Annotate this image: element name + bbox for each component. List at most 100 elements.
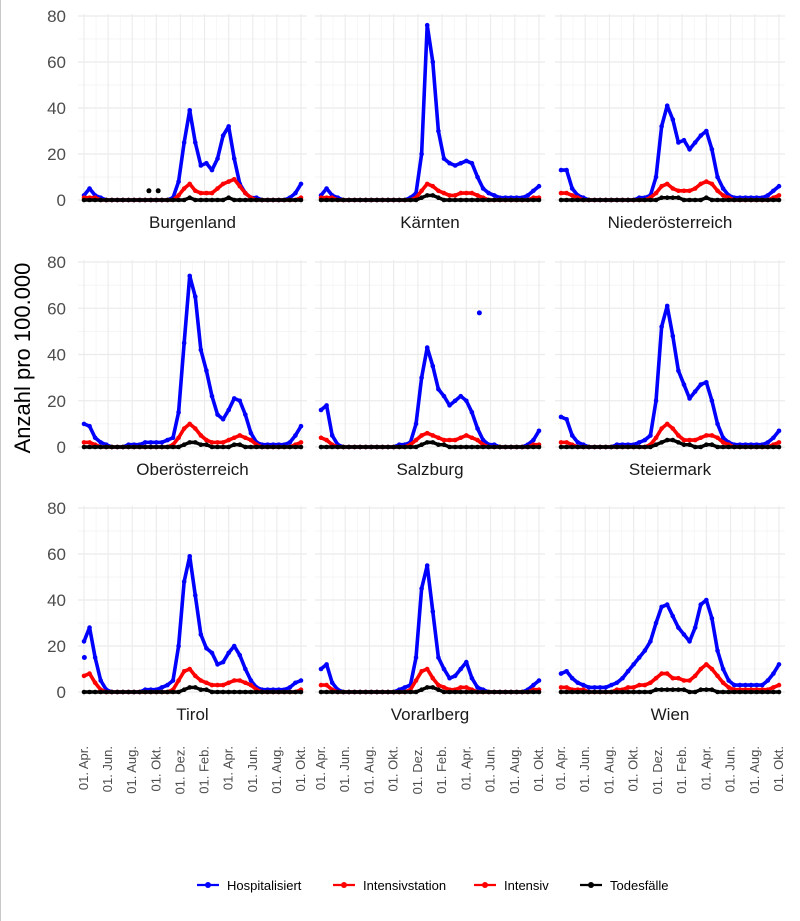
data-point-intensiv — [726, 685, 731, 690]
data-point-hospitalisiert — [209, 650, 215, 656]
data-point-todesfaelle — [120, 689, 126, 695]
data-point-todesfaelle — [614, 197, 620, 203]
data-point-hospitalisiert — [148, 440, 154, 445]
data-point-hospitalisiert — [187, 554, 193, 559]
data-point-todesfaelle — [687, 197, 692, 203]
data-point-intensiv — [248, 682, 254, 688]
data-point-todesfaelle — [592, 197, 597, 203]
data-point-intensiv — [198, 678, 204, 683]
y-tick-label: 40 — [47, 99, 66, 118]
data-point-intensiv — [87, 440, 92, 445]
facet-label: Oberösterreich — [136, 460, 248, 479]
data-point-hospitalisiert — [687, 396, 692, 401]
data-point-hospitalisiert — [687, 147, 692, 152]
data-point-todesfaelle — [620, 689, 625, 695]
data-point-hospitalisiert — [87, 625, 92, 630]
data-point-todesfaelle — [636, 689, 642, 695]
data-point-intensiv — [220, 181, 226, 187]
data-point-todesfaelle — [620, 444, 625, 450]
data-point-intensiv — [664, 671, 670, 676]
data-point-todesfaelle — [346, 197, 352, 203]
data-point-todesfaelle — [226, 689, 231, 695]
data-point-intensiv — [692, 186, 698, 191]
data-point-hospitalisiert — [458, 393, 464, 399]
data-point-todesfaelle — [715, 689, 720, 695]
data-point-todesfaelle — [531, 689, 536, 695]
data-point-hospitalisiert — [653, 174, 659, 180]
data-point-hospitalisiert — [287, 685, 293, 690]
y-tick-label: 60 — [47, 545, 66, 564]
data-point-intensiv — [318, 435, 324, 441]
facet-label: Tirol — [176, 705, 208, 724]
data-point-hospitalisiert — [664, 602, 670, 607]
data-point-intensiv — [709, 181, 715, 187]
data-point-todesfaelle — [374, 197, 380, 203]
data-point-todesfaelle — [731, 689, 737, 695]
data-point-todesfaelle — [503, 689, 508, 695]
data-point-todesfaelle — [109, 197, 115, 203]
data-point-todesfaelle — [765, 444, 771, 450]
data-point-hospitalisiert — [648, 639, 653, 644]
data-point-todesfaelle — [408, 444, 413, 450]
data-point-intensiv — [564, 685, 569, 690]
data-point-todesfaelle — [176, 197, 181, 203]
legend: Hospitalisiert Intensivstation Intensiv Tod… — [197, 878, 669, 893]
y-tick-label: 0 — [57, 438, 66, 457]
data-point-todesfaelle — [176, 444, 181, 450]
facet-label: Vorarlberg — [391, 705, 469, 724]
data-point-todesfaelle — [231, 689, 237, 695]
data-point-intensiv — [676, 188, 681, 194]
y-tick-label: 80 — [47, 7, 66, 26]
data-point-todesfaelle — [259, 197, 265, 203]
data-point-todesfaelle — [204, 687, 209, 692]
data-point-hospitalisiert — [575, 440, 581, 445]
data-point-intensiv — [670, 186, 676, 191]
data-point-todesfaelle — [198, 687, 204, 692]
data-point-todesfaelle — [231, 197, 237, 203]
data-point-intensiv — [424, 666, 430, 672]
data-point-todesfaelle — [469, 689, 475, 695]
y-axis-label: Anzahl pro 100.000 — [10, 263, 35, 454]
data-point-todesfaelle — [648, 197, 653, 203]
data-point-todesfaelle — [369, 444, 374, 450]
data-point-todesfaelle — [419, 442, 424, 447]
data-point-intensiv — [715, 435, 720, 441]
panel-steiermark: Steiermark — [555, 260, 785, 479]
data-point-todesfaelle — [497, 197, 503, 203]
data-point-todesfaelle — [531, 444, 536, 450]
data-point-todesfaelle — [670, 195, 676, 200]
panel-niederösterreich: Niederösterreich — [555, 14, 785, 232]
data-point-todesfaelle — [592, 444, 597, 450]
data-point-intensiv — [720, 440, 726, 445]
data-point-todesfaelle — [287, 444, 293, 450]
data-point-intensiv — [187, 421, 193, 427]
data-point-hospitalisiert — [609, 682, 614, 688]
data-point-intensiv — [176, 193, 181, 198]
data-point-todesfaelle — [92, 689, 98, 695]
x-tick-label: 01. Aug. — [601, 746, 616, 794]
data-point-todesfaelle — [120, 444, 126, 450]
data-point-hospitalisiert — [569, 186, 575, 191]
data-point-intensiv — [436, 682, 441, 688]
data-point-intensiv — [704, 433, 709, 438]
data-point-hospitalisiert — [215, 156, 220, 161]
data-point-intensiv — [87, 671, 92, 676]
data-point-todesfaelle — [569, 197, 575, 203]
data-point-todesfaelle — [508, 689, 514, 695]
data-point-todesfaelle — [98, 197, 103, 203]
data-point-todesfaelle — [103, 689, 109, 695]
data-point-intensiv — [698, 435, 704, 441]
data-point-todesfaelle — [436, 195, 441, 200]
outlier-point — [476, 310, 482, 316]
data-point-todesfaelle — [447, 197, 452, 203]
data-point-todesfaelle — [452, 689, 458, 695]
data-point-hospitalisiert — [154, 440, 159, 445]
data-point-todesfaelle — [514, 444, 519, 450]
data-point-todesfaelle — [159, 689, 165, 695]
data-point-todesfaelle — [558, 444, 564, 450]
data-point-hospitalisiert — [142, 440, 148, 445]
data-point-todesfaelle — [259, 444, 265, 450]
data-point-hospitalisiert — [329, 433, 335, 438]
y-tick-label: 40 — [47, 591, 66, 610]
data-point-intensiv — [192, 188, 198, 194]
